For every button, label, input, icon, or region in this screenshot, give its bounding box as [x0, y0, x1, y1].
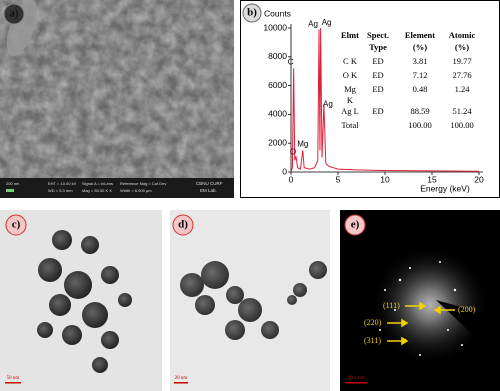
scale-bar-label: 50 nm	[7, 376, 20, 381]
table-header: (%)	[413, 42, 427, 52]
panel-d: d) 20 nm	[170, 210, 330, 391]
ring-label: (111)	[383, 301, 400, 310]
table-cell: 100.00	[408, 120, 431, 130]
info: Width = 6.000 µm	[120, 188, 152, 193]
peak-label: Mg	[297, 140, 308, 149]
table-cell: 100.00	[450, 120, 473, 130]
table-header: Spect.	[367, 30, 389, 40]
table-header: Elmt	[341, 30, 359, 40]
y-tick-label: 2000	[268, 137, 287, 147]
table-header: Element	[405, 30, 435, 40]
table-cell: 88.59	[410, 106, 429, 116]
panel-a: a) 200 nm EHT = 10.00 kV WD = 5.3 mm Sig…	[0, 0, 234, 198]
table-header: (%)	[455, 42, 469, 52]
table-cell: Total	[341, 120, 359, 130]
table-cell: 19.77	[452, 56, 471, 66]
info: WD = 5.3 mm	[48, 188, 73, 193]
table-cell: O K	[343, 70, 358, 80]
lab: EM Lab.	[200, 188, 217, 193]
panel-b: b) Counts Energy (keV) 0 2000 4000 6000 8000…	[240, 0, 500, 198]
lab: CBNU CURF	[196, 181, 223, 186]
x-tick-label: 20	[474, 174, 484, 184]
x-tick-label: 10	[380, 174, 390, 184]
scale-bar-label: 200 nm	[6, 181, 20, 186]
table-cell: 1.24	[455, 84, 471, 94]
y-axis-label: Counts	[264, 8, 291, 18]
x-tick-label: 0	[289, 174, 294, 184]
panel-c: c) 50 nm	[0, 210, 162, 391]
peak-label: Ag	[322, 18, 332, 27]
y-tick-label: 4000	[268, 109, 287, 119]
table-cell: 3.81	[413, 56, 428, 66]
table-cell: K	[347, 95, 354, 105]
y-tick-label: 8000	[268, 51, 287, 61]
panel-label: c)	[12, 219, 21, 231]
peak-label: O	[290, 147, 296, 156]
table-header: Type	[369, 42, 387, 52]
ring-label: (311)	[364, 336, 381, 345]
panel-e: e) (111) (200) (220) (311) 10 1/nm	[340, 210, 500, 391]
table-cell: ED	[372, 70, 383, 80]
spectrum	[290, 27, 480, 173]
panel-label: b)	[247, 7, 257, 19]
info: EHT = 10.00 kV	[48, 181, 77, 186]
scale-bar-label: 10 1/nm	[348, 376, 365, 381]
info: Reference Mag = Cut Dev	[120, 181, 166, 186]
scale-bar-label: 20 nm	[175, 376, 188, 381]
info: Signal A = InLens	[82, 181, 113, 186]
table-cell: ED	[372, 56, 383, 66]
peak-label: Ag	[323, 99, 333, 108]
y-tick-label: 10000	[263, 22, 287, 32]
table-cell: 7.12	[413, 70, 428, 80]
table-cell: ED	[372, 84, 383, 94]
table-cell: C K	[343, 56, 358, 66]
table-cell: 27.76	[452, 70, 471, 80]
peak-label: Ag	[308, 20, 318, 29]
x-axis-label: Energy (keV)	[420, 183, 470, 193]
table-cell: Mg	[344, 84, 357, 94]
y-tick-label: 0	[282, 166, 287, 176]
x-tick-label: 15	[427, 174, 437, 184]
info: Mag = 50.00 K X	[82, 188, 112, 193]
table-cell: 51.24	[452, 106, 472, 116]
table-header: Atomic	[449, 30, 476, 40]
table-cell: Ag L	[341, 106, 359, 116]
table-cell: 0.48	[413, 84, 428, 94]
panel-label: d)	[178, 219, 188, 231]
panel-label: a)	[9, 8, 19, 20]
ring-label: (220)	[364, 318, 382, 327]
panel-label: e)	[351, 219, 360, 231]
table-cell: ED	[372, 106, 383, 116]
y-tick-label: 6000	[268, 80, 287, 90]
x-tick-label: 5	[336, 174, 341, 184]
ring-label: (200)	[458, 305, 476, 314]
peak-label: C	[288, 57, 294, 66]
